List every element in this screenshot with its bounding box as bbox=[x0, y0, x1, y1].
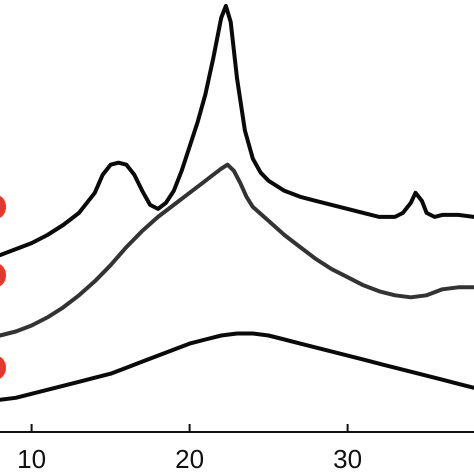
x-axis: 10 20 30 bbox=[0, 424, 474, 474]
series-line-2 bbox=[0, 162, 474, 338]
x-tick-label: 10 bbox=[17, 444, 46, 474]
sample-markers bbox=[0, 195, 6, 379]
x-tick-label: 30 bbox=[333, 444, 362, 474]
sample-marker-1 bbox=[0, 195, 6, 218]
sample-marker-3 bbox=[0, 356, 6, 379]
series-line-1 bbox=[0, 3, 474, 258]
series-line-3 bbox=[0, 331, 474, 402]
plot-area bbox=[0, 3, 474, 402]
x-tick-label: 20 bbox=[175, 444, 204, 474]
sample-marker-2 bbox=[0, 264, 6, 287]
